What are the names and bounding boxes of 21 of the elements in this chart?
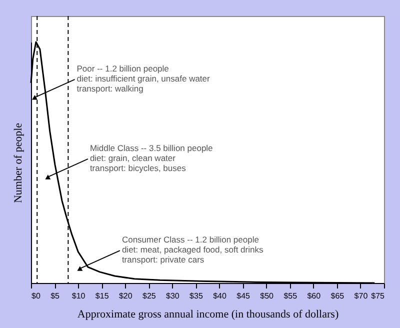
x-tick-label: $0 xyxy=(32,292,41,300)
x-tick-label: $10 xyxy=(72,292,86,300)
x-tick-label: $55 xyxy=(284,292,298,300)
annotation: Consumer Class -- 1.2 billion people diet: meat, packaged food, soft drinks transport: private cars xyxy=(122,234,264,265)
x-tick-label: $15 xyxy=(95,292,110,300)
y-axis-title: Number of people xyxy=(12,122,24,204)
x-tick-label: $25 xyxy=(142,292,156,300)
x-tick-label: $45 xyxy=(236,292,251,300)
x-tick-label: $50 xyxy=(260,292,274,300)
x-tick-label: $5 xyxy=(50,292,60,300)
annotation: Poor -- 1.2 billion people diet: insufficient grain, unsafe water transport: walking xyxy=(76,63,210,94)
x-axis-title: Approximate gross annual income (in thousands of dollars) xyxy=(77,308,339,320)
x-tick-label: $20 xyxy=(118,292,133,300)
x-tick-label: $35 xyxy=(190,292,204,300)
x-tick-label: $75 xyxy=(371,292,386,300)
x-tick-label: $65 xyxy=(330,292,345,300)
x-tick-label: $70 xyxy=(354,292,368,300)
x-tick-label: $40 xyxy=(213,292,227,300)
x-tick-label: $60 xyxy=(307,292,322,300)
annotation: Middle Class -- 3.5 billion people diet: grain, clean water transport: bicycles, buses xyxy=(90,142,214,173)
x-tick-label: $30 xyxy=(166,292,180,300)
